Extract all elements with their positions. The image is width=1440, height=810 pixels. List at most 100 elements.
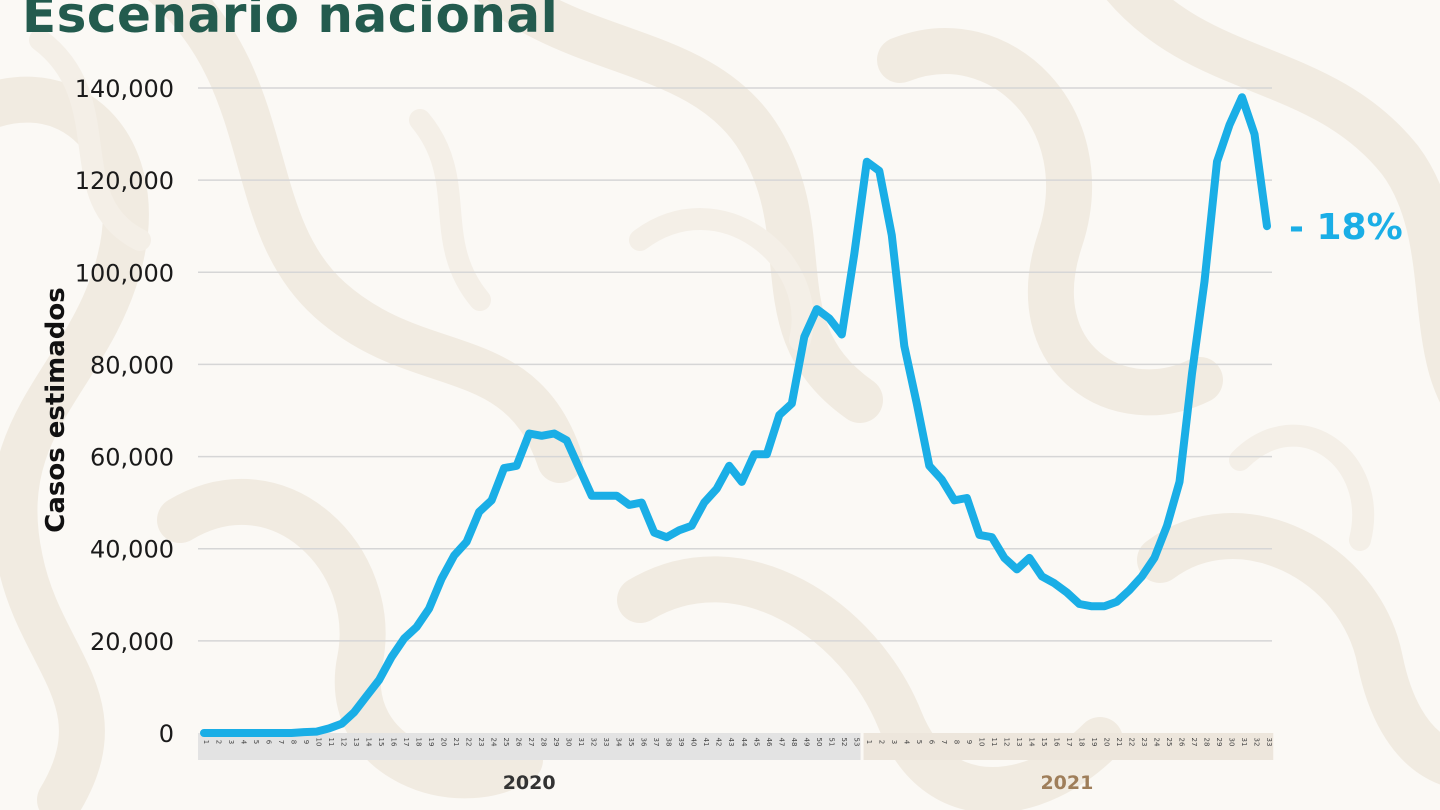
data-point [402,636,407,641]
week-tick-label: 46 [765,738,773,747]
data-point [1027,555,1032,560]
week-tick-label: 1 [865,740,873,744]
week-tick-label: 50 [815,738,823,747]
week-tick-label: 21 [1115,738,1123,747]
week-tick-label: 28 [540,738,548,747]
data-point [1252,132,1257,137]
data-point [1139,574,1144,579]
data-point [1190,371,1194,376]
data-point [1177,479,1182,484]
week-tick-label: 2 [877,740,885,744]
week-tick-label: 3 [227,740,235,744]
data-point [689,523,694,528]
week-tick-label: 35 [627,738,635,747]
week-tick-label: 44 [740,738,748,747]
week-tick-label: 11 [327,738,335,747]
data-point [827,316,832,321]
y-tick-label: 120,000 [75,167,174,195]
data-point [1102,604,1107,609]
data-point [614,493,619,498]
data-point [339,721,344,726]
data-point [627,502,632,507]
y-tick-label: 20,000 [90,628,174,656]
week-tick-label: 47 [777,738,785,747]
week-tick-label: 31 [1240,738,1248,747]
week-tick-label: 16 [1052,738,1060,747]
week-tick-label: 6 [265,740,273,745]
week-tick-label: 4 [902,740,910,745]
data-point [214,731,219,735]
week-tick-label: 30 [565,738,573,747]
data-point [764,452,769,457]
data-point [502,466,507,471]
week-tick-label: 7 [277,740,285,744]
data-point [1052,581,1057,586]
week-tick-label: 28 [1202,738,1210,747]
data-point [727,463,732,468]
week-tick-label: 31 [577,738,585,747]
data-point [802,334,807,339]
week-tick-label: 22 [1127,738,1135,747]
data-point [1165,523,1169,528]
week-tick-label: 4 [240,740,248,745]
data-point [277,731,281,735]
data-point [577,466,582,471]
data-point [1202,279,1207,284]
data-point [752,452,757,457]
week-tick-label: 25 [502,738,510,747]
week-tick-label: 12 [1002,738,1010,747]
week-tick-label: 10 [315,738,323,747]
data-point [439,576,444,581]
week-tick-label: 23 [1140,738,1148,747]
week-tick-label: 33 [602,738,610,747]
data-point [1089,604,1094,609]
week-tick-label: 23 [477,738,485,747]
data-point [414,625,419,629]
week-tick-label: 27 [1190,738,1198,747]
week-tick-label: 30 [1227,738,1235,747]
data-point [1215,159,1219,164]
year-label-2020: 2020 [503,772,556,794]
data-point [927,463,932,468]
week-tick-label: 53 [852,738,860,747]
data-point [839,332,844,337]
week-tick-label: 1 [202,740,210,744]
week-tick-label: 19 [1090,738,1098,747]
data-point [252,731,256,735]
page-title: Escenario nacional [22,0,559,44]
week-tick-label: 6 [927,740,935,745]
week-tick-label: 11 [990,738,998,747]
data-point [302,730,306,735]
data-point [539,433,544,438]
week-tick-label: 19 [427,738,435,747]
data-point [352,710,357,715]
data-point [527,431,532,436]
data-point [289,731,294,735]
data-point [702,500,707,505]
week-tick-label: 5 [252,740,260,744]
week-tick-label: 21 [452,738,460,747]
data-point [589,493,594,498]
data-point [939,477,944,482]
week-tick-label: 27 [527,738,535,747]
week-tick-label: 8 [952,740,960,744]
week-tick-label: 18 [1077,738,1085,747]
week-tick-label: 36 [640,738,648,747]
week-tick-label: 15 [1040,738,1048,747]
data-point [889,233,894,238]
week-tick-label: 20 [1102,738,1110,747]
y-tick-label: 100,000 [75,259,174,287]
data-point [814,307,819,312]
week-tick-label: 52 [840,738,848,747]
data-point [264,731,269,735]
data-point [202,731,206,735]
week-tick-label: 17 [402,738,410,747]
week-tick-label: 39 [677,738,685,747]
y-tick-label: 40,000 [90,536,174,564]
week-tick-label: 22 [465,738,473,747]
week-tick-label: 20 [440,738,448,747]
week-tick-label: 18 [415,738,423,747]
week-tick-label: 17 [1065,738,1073,747]
week-tick-label: 15 [377,738,385,747]
